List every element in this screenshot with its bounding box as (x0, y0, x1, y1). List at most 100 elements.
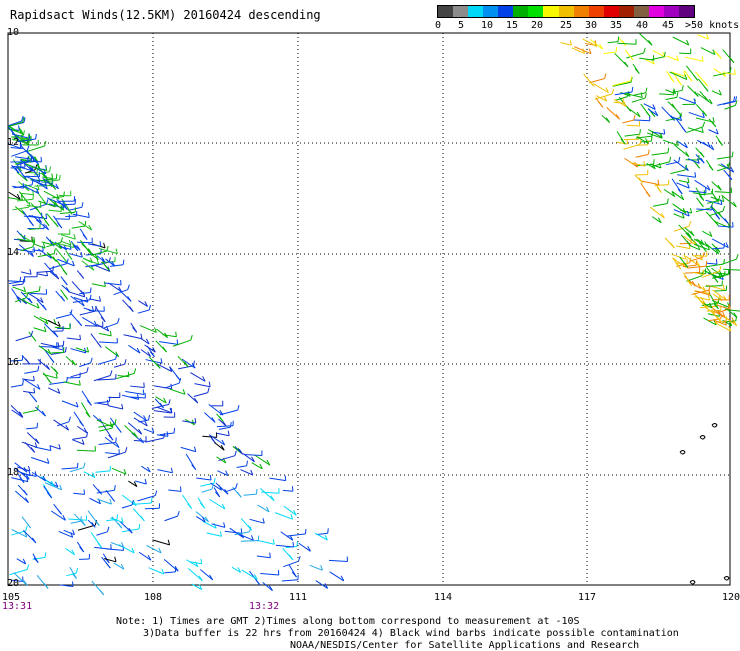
wind-barb (54, 420, 69, 430)
wind-barb (92, 284, 106, 287)
wind-barb-flag (117, 514, 118, 519)
wind-barb (164, 559, 178, 571)
note-line-3: NOAA/NESDIS/Center for Satellite Applica… (290, 640, 639, 651)
wind-barb-flag (130, 307, 134, 312)
colorbar-label: 40 (636, 20, 648, 31)
wind-barb-flag (67, 259, 68, 264)
wind-barb-flag (61, 296, 65, 301)
wind-barb (91, 251, 107, 255)
wind-barb-flag (612, 89, 614, 94)
wind-barb-flag (40, 202, 41, 207)
wind-barb (22, 379, 34, 381)
wind-barb (159, 342, 178, 345)
wind-barb-flag (50, 167, 51, 172)
wind-barb-flag (171, 384, 172, 389)
wind-barb (11, 478, 27, 482)
wind-barb-flag (80, 547, 84, 552)
wind-barb (12, 166, 25, 167)
wind-barb-flag (658, 180, 659, 185)
wind-barb (723, 101, 736, 104)
wind-barb-flag (167, 431, 168, 436)
wind-barb-flag (115, 419, 116, 424)
wind-barb-flag (121, 280, 122, 285)
wind-barb (685, 57, 703, 61)
wind-barb-flag (60, 175, 61, 180)
wind-barb (164, 572, 175, 573)
wind-barb-flag (111, 497, 115, 502)
wind-barb-flag (128, 285, 130, 290)
wind-barb (257, 556, 270, 558)
wind-barb-flag (76, 568, 77, 573)
wind-barb (128, 423, 142, 435)
wind-barb-flag (33, 397, 37, 402)
wind-barb-flag (133, 327, 137, 332)
wind-barb (260, 488, 274, 500)
wind-barb-flag (125, 359, 126, 364)
time-label-start: 13:31 (2, 601, 32, 612)
wind-barb-flag (725, 219, 729, 224)
wind-barb-flag (125, 447, 127, 452)
colorbar-labels: 0 5 10 15 20 25 30 35 40 45 >50 knots (430, 20, 740, 32)
colorbar-label: 20 (531, 20, 543, 31)
wind-barb (715, 192, 732, 193)
wind-barb-flag (69, 417, 71, 422)
wind-barb-flag (671, 243, 675, 248)
wind-barb (130, 386, 144, 387)
wind-barb (164, 516, 177, 521)
wind-barb-flag (247, 461, 248, 466)
wind-barb (72, 226, 85, 228)
wind-barb-flag (716, 214, 720, 219)
lon-label-120: 120 (722, 592, 740, 603)
wind-barb (723, 269, 740, 270)
colorbar-segment (589, 6, 604, 17)
wind-barb-flag (188, 504, 192, 509)
wind-speed-colorbar (437, 5, 695, 18)
wind-barb (287, 534, 306, 536)
wind-barb (16, 336, 32, 341)
colorbar-segment (574, 6, 589, 17)
wind-barb-flag (728, 162, 730, 167)
wind-barb-flag (736, 96, 737, 101)
wind-barb-flag (212, 484, 213, 489)
wind-barb (679, 180, 689, 182)
wind-barb (157, 470, 172, 473)
wind-barb (670, 170, 685, 174)
wind-barb-flag (44, 584, 48, 589)
wind-barb-flag (118, 523, 122, 528)
wind-barb-flag (53, 266, 54, 271)
wind-barb-flag (735, 69, 736, 74)
wind-barb (607, 107, 620, 119)
wind-barb (80, 311, 95, 315)
wind-barb-flag (667, 199, 668, 204)
wind-barb (135, 481, 146, 484)
wind-barb-flag (155, 491, 156, 496)
wind-barb-flag (644, 48, 645, 53)
wind-barb-flag (91, 358, 93, 363)
wind-barb-flag (97, 343, 101, 348)
wind-barb-flag (64, 295, 68, 300)
colorbar-label: 5 (458, 20, 464, 31)
wind-barb-flag (645, 93, 646, 98)
wind-barb (673, 37, 689, 45)
wind-barb (706, 263, 717, 264)
wind-barb-flag (107, 400, 108, 405)
wind-barb-flag (82, 202, 83, 207)
wind-barb (138, 496, 156, 501)
island-outline (724, 577, 729, 581)
wind-barb-flag (689, 221, 691, 226)
wind-barb-flag (238, 492, 242, 497)
wind-barb (634, 120, 650, 121)
wind-barb-flag (682, 127, 686, 132)
wind-barb (21, 193, 33, 194)
wind-barb-flag (116, 438, 117, 443)
wind-barb (12, 284, 23, 286)
colorbar-label: >50 knots (685, 20, 739, 31)
wind-barb-flag (668, 148, 669, 153)
wind-barb-flag (734, 96, 735, 101)
wind-barb (689, 191, 706, 193)
wind-barb (217, 433, 229, 435)
wind-barb (67, 338, 81, 340)
wind-barb (157, 435, 168, 437)
wind-barb (674, 226, 689, 231)
colorbar-segment (634, 6, 649, 17)
